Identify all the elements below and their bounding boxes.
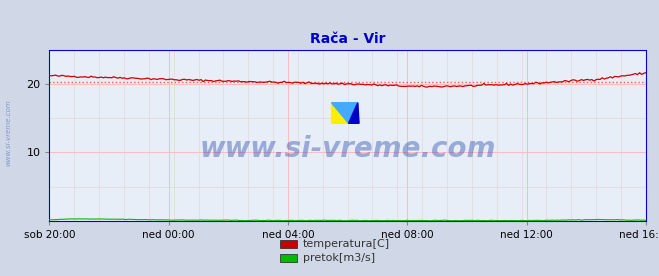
Polygon shape	[349, 103, 359, 123]
Title: Rača - Vir: Rača - Vir	[310, 32, 386, 46]
Text: www.si-vreme.com: www.si-vreme.com	[200, 135, 496, 163]
Text: www.si-vreme.com: www.si-vreme.com	[5, 99, 11, 166]
Text: temperatura[C]: temperatura[C]	[303, 239, 390, 249]
Text: pretok[m3/s]: pretok[m3/s]	[303, 253, 375, 263]
Polygon shape	[331, 103, 349, 123]
Polygon shape	[331, 103, 358, 123]
